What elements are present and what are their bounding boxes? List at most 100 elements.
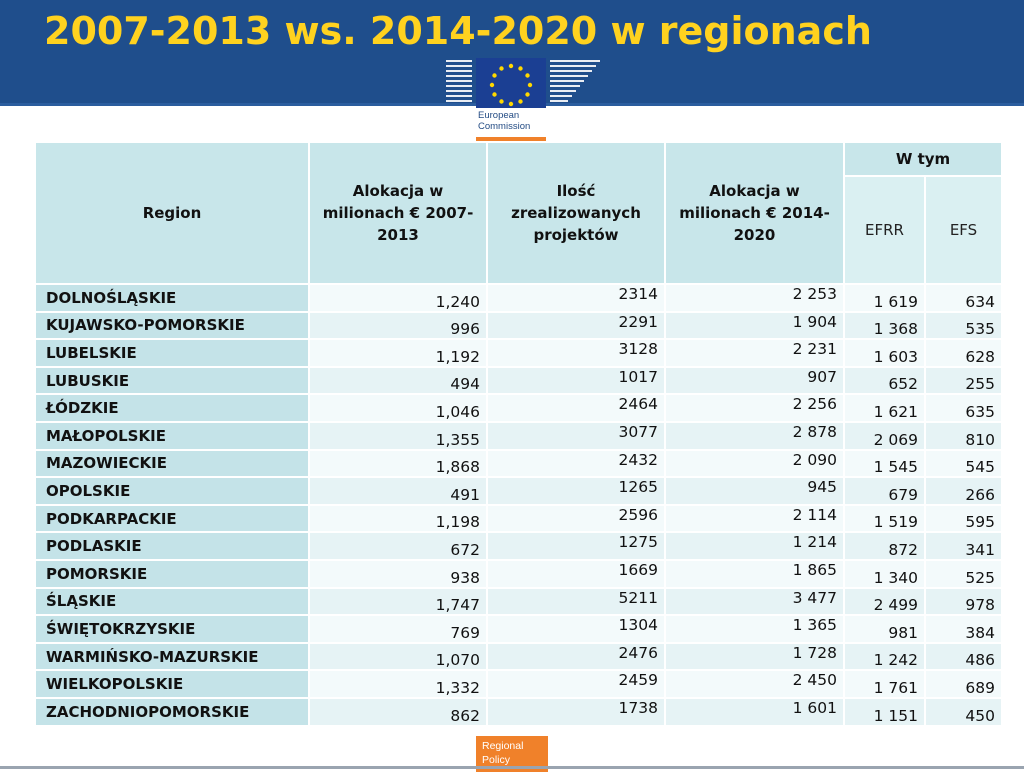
regional-policy-line1: Regional [482,740,524,752]
alloc-2014-cell: 1 365 [666,616,843,642]
efs-cell: 341 [926,533,1001,559]
efrr-cell: 1 340 [845,560,924,587]
slide-title: 2007-2013 ws. 2014-2020 w regionach [44,9,872,53]
efrr-cell: 2 499 [845,588,924,615]
projects-cell: 5211 [488,588,664,615]
header-efrr: EFRR [845,177,924,283]
table-row: MAŁOPOLSKIE 1,355 3077 2 878 2 069 810 [36,422,1001,449]
alloc-2014-cell: 2 231 [666,340,843,366]
alloc-2014-cell: 1 904 [666,312,843,339]
table-row: KUJAWSKO-POMORSKIE 996 2291 1 904 1 368 535 [36,312,1001,339]
alloc-2007-cell: 1,868 [310,450,486,477]
table-row: OPOLSKIE 491 1265 945 679 266 [36,478,1001,504]
alloc-2007-cell: 1,070 [310,643,486,670]
ec-logo-text: European Commission [478,110,530,132]
efrr-cell: 1 242 [845,643,924,670]
efs-cell: 595 [926,505,1001,532]
table-row: LUBUSKIE 494 1017 907 652 255 [36,367,1001,394]
efs-cell: 535 [926,312,1001,339]
allocation-table: Region Alokacja w milionach € 2007-2013 … [34,141,1003,727]
alloc-2014-cell: 1 728 [666,643,843,670]
efs-cell: 978 [926,588,1001,615]
efrr-cell: 652 [845,367,924,394]
efrr-cell: 1 545 [845,450,924,477]
alloc-2007-cell: 938 [310,560,486,587]
region-cell: ŚLĄSKIE [36,588,308,615]
table-row: ZACHODNIOPOMORSKIE 862 1738 1 601 1 151 450 [36,698,1001,725]
projects-cell: 2476 [488,643,664,670]
efrr-cell: 2 069 [845,422,924,449]
alloc-2014-cell: 945 [666,478,843,504]
alloc-2014-cell: 2 878 [666,422,843,449]
projects-cell: 2464 [488,395,664,421]
region-cell: ŁÓDZKIE [36,395,308,421]
efs-cell: 634 [926,285,1001,311]
efrr-cell: 1 761 [845,671,924,697]
efrr-cell: 981 [845,616,924,642]
ec-logo-line2: Commission [478,121,531,132]
region-cell: ZACHODNIOPOMORSKIE [36,698,308,725]
region-cell: KUJAWSKO-POMORSKIE [36,312,308,339]
efs-cell: 255 [926,367,1001,394]
alloc-2014-cell: 2 256 [666,395,843,421]
region-cell: PODLASKIE [36,533,308,559]
region-cell: LUBELSKIE [36,340,308,366]
projects-cell: 1275 [488,533,664,559]
projects-cell: 3077 [488,422,664,449]
region-cell: ŚWIĘTOKRZYSKIE [36,616,308,642]
table-row: PODKARPACKIE 1,198 2596 2 114 1 519 595 [36,505,1001,532]
alloc-2007-cell: 1,046 [310,395,486,421]
table-body: DOLNOŚLĄSKIE 1,240 2314 2 253 1 619 634 KUJAWS… [36,285,1001,725]
region-cell: PODKARPACKIE [36,505,308,532]
eu-flag-icon [442,58,604,140]
efs-cell: 525 [926,560,1001,587]
alloc-2007-cell: 862 [310,698,486,725]
alloc-2007-cell: 1,355 [310,422,486,449]
alloc-2007-cell: 1,332 [310,671,486,697]
efrr-cell: 1 603 [845,340,924,366]
table-row: DOLNOŚLĄSKIE 1,240 2314 2 253 1 619 634 [36,285,1001,311]
projects-cell: 2596 [488,505,664,532]
table-row: ŚLĄSKIE 1,747 5211 3 477 2 499 978 [36,588,1001,615]
projects-cell: 1304 [488,616,664,642]
header-efs: EFS [926,177,1001,283]
efrr-cell: 1 368 [845,312,924,339]
efs-cell: 628 [926,340,1001,366]
alloc-2007-cell: 1,747 [310,588,486,615]
header-projects: Ilość zrealizowanych projektów [488,143,664,283]
efs-cell: 810 [926,422,1001,449]
table-row: ŚWIĘTOKRZYSKIE 769 1304 1 365 981 384 [36,616,1001,642]
region-cell: WARMIŃSKO-MAZURSKIE [36,643,308,670]
alloc-2007-cell: 1,240 [310,285,486,311]
efrr-cell: 1 519 [845,505,924,532]
region-cell: POMORSKIE [36,560,308,587]
efrr-cell: 679 [845,478,924,504]
header-alloc-2007: Alokacja w milionach € 2007-2013 [310,143,486,283]
efrr-cell: 1 621 [845,395,924,421]
table-row: LUBELSKIE 1,192 3128 2 231 1 603 628 [36,340,1001,366]
projects-cell: 1017 [488,367,664,394]
alloc-2014-cell: 2 253 [666,285,843,311]
alloc-2007-cell: 491 [310,478,486,504]
alloc-2007-cell: 1,198 [310,505,486,532]
table-row: ŁÓDZKIE 1,046 2464 2 256 1 621 635 [36,395,1001,421]
efs-cell: 486 [926,643,1001,670]
projects-cell: 1738 [488,698,664,725]
projects-cell: 2432 [488,450,664,477]
table-row: POMORSKIE 938 1669 1 865 1 340 525 [36,560,1001,587]
header-w-tym: W tym [845,143,1001,175]
region-cell: OPOLSKIE [36,478,308,504]
alloc-2014-cell: 907 [666,367,843,394]
alloc-2014-cell: 1 865 [666,560,843,587]
efs-cell: 384 [926,616,1001,642]
projects-cell: 3128 [488,340,664,366]
efs-cell: 689 [926,671,1001,697]
european-commission-logo: European Commission [442,48,604,141]
region-cell: LUBUSKIE [36,367,308,394]
efs-cell: 545 [926,450,1001,477]
region-cell: MAZOWIECKIE [36,450,308,477]
alloc-2014-cell: 2 450 [666,671,843,697]
projects-cell: 1265 [488,478,664,504]
table-row: MAZOWIECKIE 1,868 2432 2 090 1 545 545 [36,450,1001,477]
efs-cell: 635 [926,395,1001,421]
